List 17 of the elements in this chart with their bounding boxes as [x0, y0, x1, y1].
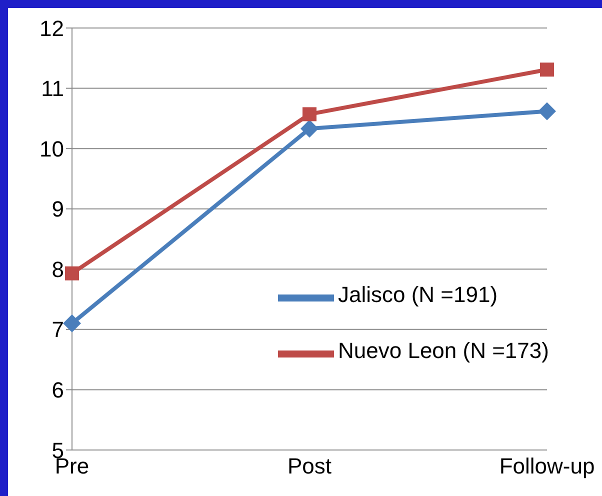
y-tick-label: 6 [52, 378, 64, 403]
y-tick-label: 11 [41, 76, 64, 102]
legend-label: Jalisco (N =191) [338, 282, 498, 307]
point [302, 107, 316, 122]
point [538, 102, 556, 120]
y-tick-label: 8 [52, 256, 64, 282]
y-tick-label: 12 [40, 16, 64, 41]
y-tick-label: 7 [52, 317, 64, 342]
point [540, 62, 554, 77]
legend-label: Nuevo Leon (N =173) [338, 338, 549, 363]
x-tick-label: Follow-up [499, 454, 595, 479]
y-tick-label: 10 [40, 136, 64, 162]
point [65, 266, 79, 280]
y-tick-label: 9 [52, 196, 64, 222]
point [63, 314, 81, 332]
point [300, 120, 318, 138]
x-tick-label: Post [287, 454, 332, 479]
